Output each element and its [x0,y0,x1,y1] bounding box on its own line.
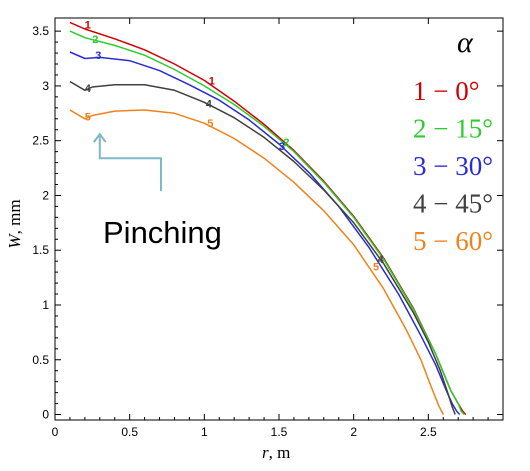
x-axis-title: r, m [262,443,290,462]
pinching-arrow [98,134,162,192]
y-tick-label: 2.5 [32,134,49,148]
y-axis-symbol: W [5,233,24,249]
curve-label-3: 3 [95,50,101,62]
curve-label-1: 1 [85,20,91,32]
legend-entry-2: 2 − 15° [413,114,493,144]
y-tick-label: 0 [42,408,49,422]
curve-label-5: 5 [207,118,213,130]
y-axis-title: W, mm [5,199,24,248]
y-tick-label: 3 [42,79,49,93]
curve-label-5: 5 [373,262,379,274]
x-axis-symbol: r [262,443,269,462]
y-axis-unit: , mm [5,199,24,234]
curve-label-4: 4 [206,98,213,110]
curve-label-4: 4 [377,254,384,266]
series-line-4 [69,80,456,415]
legend-entry-5: 5 − 60° [413,226,493,256]
x-tick-label: 1 [201,425,208,439]
curve-label-1: 1 [209,75,215,87]
pinching-arrowhead [93,132,107,143]
curve-label-2: 2 [92,34,98,46]
series-layer [69,21,467,416]
pinching-annotation: Pinching [103,215,222,250]
x-tick-label: 2 [350,425,357,439]
curve-label-4: 4 [85,83,92,95]
legend: α 1 − 0° 2 − 15° 3 − 30° 4 − 45° 5 − 60° [413,26,493,256]
legend-title: α [457,26,474,59]
legend-entry-1: 1 − 0° [413,76,480,106]
y-tick-label: 3.5 [32,24,49,38]
series-line-5 [69,109,444,415]
curve-label-2: 2 [283,137,289,149]
x-tick-label: 1.5 [271,425,288,439]
series-line-2 [69,30,465,416]
y-tick-label: 2 [42,188,49,202]
x-axis-unit: , m [269,443,291,462]
y-tick-label: 1 [42,298,49,312]
curve-label-3: 3 [279,141,285,153]
legend-entry-4: 4 − 45° [413,189,493,219]
x-tick-label: 2.5 [420,425,437,439]
x-tick-label: 0.5 [121,425,138,439]
x-tick-label: 0 [52,425,59,439]
legend-entry-3: 3 − 30° [413,151,493,181]
y-axis: 0 0.5 1 1.5 2 2.5 3 3.5 [32,24,503,422]
x-axis: 0 0.5 1 1.5 2 2.5 [52,18,489,439]
y-tick-label: 1.5 [32,243,49,257]
y-tick-label: 0.5 [32,353,49,367]
curve-label-5: 5 [85,112,91,124]
annotation: Pinching [93,132,222,250]
